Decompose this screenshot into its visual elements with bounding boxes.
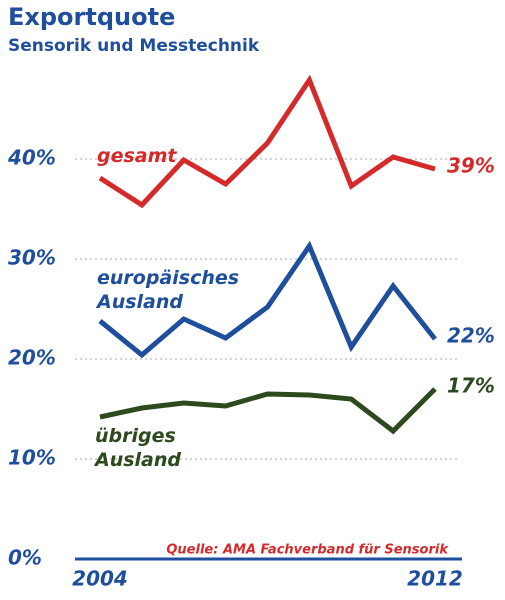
y-tick-label: 20% [8, 346, 56, 370]
y-tick-label: 30% [8, 246, 56, 270]
y-tick-label: 0% [8, 546, 42, 570]
chart-subtitle: Sensorik und Messtechnik [8, 36, 260, 56]
value-label: 39% [447, 154, 495, 178]
y-tick-label: 40% [7, 146, 56, 170]
x-tick-label: 2012 [407, 567, 463, 591]
y-tick-label: 10% [8, 446, 56, 470]
value-label: 17% [447, 374, 495, 398]
series-label: gesamt [97, 145, 177, 167]
x-tick-label: 2004 [72, 567, 128, 591]
series-label: übriges Ausland [95, 425, 182, 471]
series-label: europäisches Ausland [97, 267, 240, 313]
series-line [98, 240, 437, 359]
series-line [98, 74, 436, 209]
series-line [99, 387, 437, 435]
chart-title: Exportquote [8, 3, 175, 31]
source: Quelle: AMA Fachverband für Sensorik [166, 543, 449, 558]
value-label: 22% [447, 324, 495, 348]
